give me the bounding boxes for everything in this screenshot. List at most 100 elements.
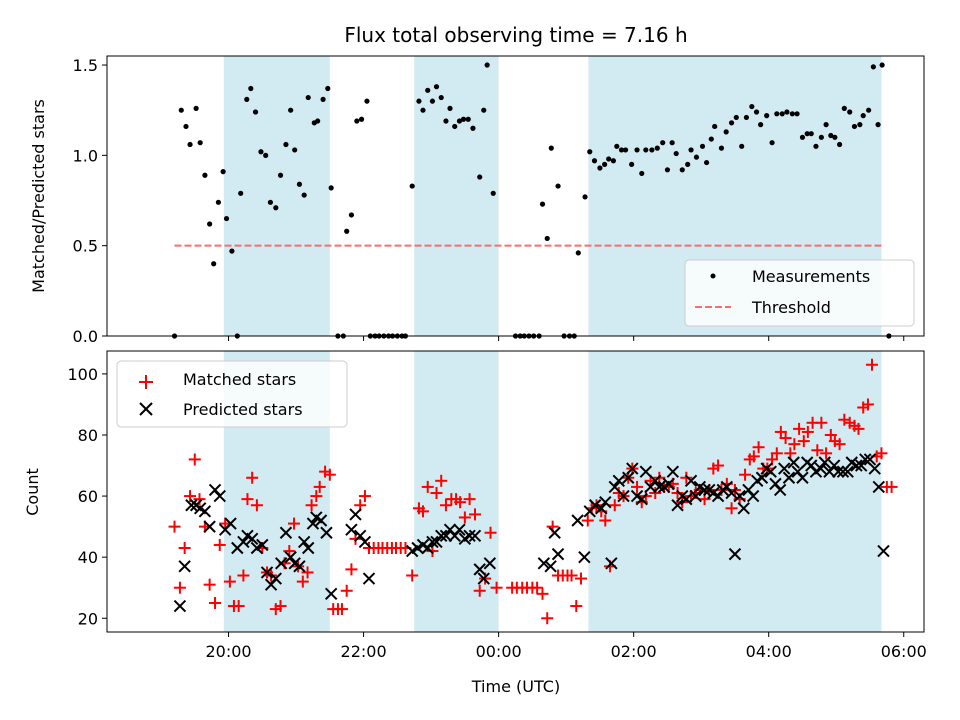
predicted-stars-point [778, 462, 791, 475]
measurement-point [447, 105, 453, 111]
measurement-point [238, 190, 244, 196]
measurement-point [292, 147, 298, 153]
top-y-ticks: 0.0 0.5 1.0 1.5 [73, 56, 107, 346]
measurement-point [325, 85, 331, 92]
measurement-point [597, 165, 603, 171]
matched-stars-point [531, 581, 544, 594]
predicted-stars-point [617, 489, 630, 503]
measurement-point [555, 183, 561, 189]
measurement-point [879, 62, 885, 68]
predicted-stars-point [814, 462, 827, 475]
measurement-point [244, 96, 250, 102]
predicted-stars-point [548, 526, 561, 539]
measurement-point [832, 134, 838, 140]
matched-stars-point [815, 416, 828, 429]
predicted-stars-point [599, 495, 612, 509]
predicted-stars-point [203, 520, 216, 533]
matched-stars-point [406, 569, 419, 582]
measurement-point [693, 154, 700, 160]
matched-stars-point [608, 499, 621, 512]
matched-stars-point [203, 578, 216, 591]
y-tick-label: 80 [78, 426, 98, 445]
x-tick-label: 20:00 [205, 642, 251, 661]
y-tick-label: 0.5 [73, 237, 98, 256]
measurement-point [610, 158, 617, 164]
observing-window [414, 56, 499, 336]
matched-stars-point [178, 542, 191, 555]
measurement-point [749, 103, 755, 110]
matched-stars-point [435, 474, 448, 487]
measurement-point [484, 62, 490, 68]
measurement-point [789, 111, 795, 117]
bottom-legend: Matched stars Predicted stars [116, 360, 348, 428]
matched-stars-point [301, 566, 314, 579]
top-axes-frame [106, 55, 925, 337]
predicted-stars-point [605, 557, 618, 570]
matched-stars-point [454, 496, 467, 509]
predicted-stars-point [297, 535, 311, 549]
matched-stars-point [833, 438, 846, 451]
bottom-y-axis-label: Count [23, 468, 42, 516]
measurement-point [207, 221, 213, 227]
measurement-point [320, 96, 326, 102]
matched-stars-point [463, 493, 476, 506]
measurement-point [739, 143, 745, 149]
measurement-point [354, 118, 360, 124]
y-tick-label: 40 [78, 548, 98, 567]
predicted-stars-point [256, 538, 269, 552]
y-tick-label: 60 [78, 487, 98, 506]
measurement-point [769, 140, 775, 146]
predicted-stars-point [662, 477, 675, 491]
measurement-point [429, 98, 436, 104]
matched-stars-point [274, 600, 287, 613]
ratio-panel: 0.0 0.5 1.0 1.5 Matched/Predicted stars Mea… [29, 55, 925, 346]
matched-stars-point [416, 505, 429, 518]
measurement-point [465, 116, 471, 122]
measurement-point [614, 143, 620, 149]
predicted-stars-point [612, 474, 626, 488]
measurement-point [743, 114, 750, 121]
measurement-point [836, 141, 843, 148]
predicted-stars-point [850, 459, 863, 472]
measurement-point [258, 149, 264, 155]
measurement-point [328, 185, 334, 191]
measurement-point [348, 212, 355, 218]
measurement-point [774, 111, 780, 117]
x-tick-label: 22:00 [341, 642, 387, 661]
predicted-stars-point [737, 502, 750, 515]
predicted-stars-point [728, 547, 742, 561]
predicted-stars-point [872, 480, 885, 494]
measurement-point [539, 201, 546, 207]
top-legend-box [684, 259, 915, 327]
measurement-point [416, 98, 422, 104]
matched-stars-point [779, 432, 792, 445]
matched-stars-point [288, 517, 301, 530]
predicted-stars-point [639, 465, 653, 478]
count-points [168, 358, 898, 625]
measurement-point [708, 136, 714, 142]
measurement-point [669, 140, 675, 146]
measurement-point [197, 140, 203, 146]
measurement-point [252, 109, 259, 115]
matched-stars-point [570, 600, 583, 613]
measurement-point [420, 107, 426, 113]
measurement-point [866, 107, 872, 113]
x-tick-label: 04:00 [746, 642, 792, 661]
x-axis-label: Time (UTC) [471, 677, 560, 696]
measurement-point [847, 109, 853, 115]
measurement-point [841, 105, 847, 111]
measurement-point [193, 105, 199, 111]
y-tick-label: 0.0 [73, 327, 98, 346]
matched-stars-point [801, 425, 814, 438]
predicted-stars-point [551, 547, 565, 561]
measurement-point [277, 172, 284, 178]
measurement-point [452, 123, 458, 130]
predicted-stars-point [483, 557, 497, 570]
matched-stars-point [335, 603, 348, 616]
measurement-point [425, 87, 431, 93]
predicted-stars-point [279, 526, 293, 539]
predicted-stars-point [863, 453, 877, 466]
measurement-point [808, 131, 814, 137]
legend-predicted-label: Predicted stars [183, 400, 303, 419]
